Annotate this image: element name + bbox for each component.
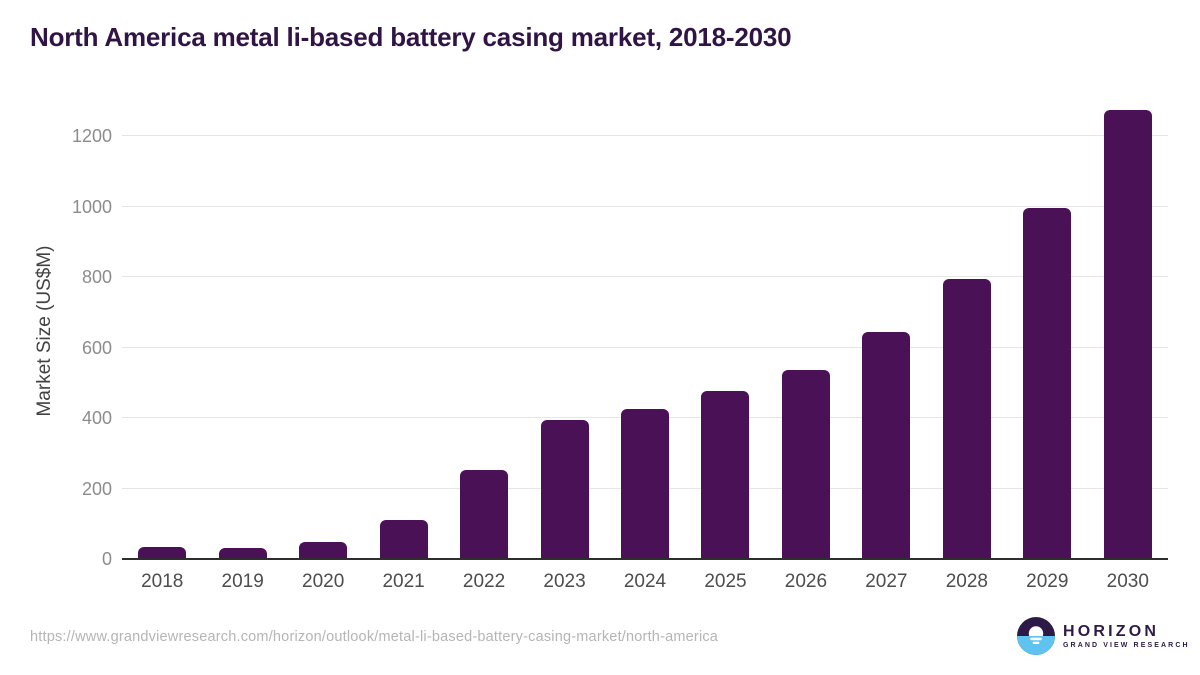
x-tick-label-2024: 2024 (623, 571, 667, 592)
x-tick-label-2023: 2023 (543, 571, 586, 592)
plot-area (122, 99, 1168, 559)
bar-2020 (299, 542, 348, 559)
bar-2023 (540, 420, 589, 559)
gridline-800 (122, 276, 1168, 277)
bar-2022 (460, 469, 509, 559)
x-tick-label-2025: 2025 (704, 571, 747, 592)
x-tick-label-2028: 2028 (945, 571, 988, 592)
horizon-logo: HORIZON GRAND VIEW RESEARCH (1017, 617, 1190, 655)
x-tick-label-2022: 2022 (462, 571, 506, 592)
bar-2028 (942, 278, 991, 559)
bar-2024 (621, 409, 669, 559)
logo-subtitle: GRAND VIEW RESEARCH (1063, 642, 1190, 649)
gridline-600 (122, 346, 1168, 348)
bar-2026 (781, 370, 830, 559)
bar-2018 (138, 547, 187, 559)
gridline-1000 (122, 205, 1168, 207)
logo-name: HORIZON (1063, 623, 1160, 640)
y-tick-label-200: 200 (81, 478, 112, 499)
bar-2025 (701, 390, 750, 559)
y-tick-label-1200: 1200 (71, 126, 112, 146)
x-tick-label-2021: 2021 (382, 571, 425, 592)
bar-2019 (218, 548, 267, 559)
x-tick-label-2026: 2026 (784, 571, 828, 592)
chart-title: North America metal li-based battery cas… (30, 22, 792, 52)
x-axis-line (122, 558, 1168, 560)
bar-2030 (1103, 110, 1152, 559)
x-tick-label-2027: 2027 (865, 571, 908, 592)
y-tick-label-1000: 1000 (71, 196, 112, 217)
x-tick-label-2029: 2029 (1026, 571, 1069, 592)
y-tick-label-600: 600 (81, 337, 112, 358)
y-tick-label-0: 0 (101, 549, 112, 569)
bar-2029 (1023, 207, 1072, 559)
x-tick-label-2030: 2030 (1106, 571, 1149, 592)
y-tick-label-800: 800 (81, 267, 112, 287)
x-tick-label-2018: 2018 (141, 571, 184, 592)
source-url: https://www.grandviewresearch.com/horizo… (30, 629, 719, 645)
sunset-horizon-icon (1017, 617, 1055, 655)
x-tick-label-2019: 2019 (221, 571, 264, 592)
gridline-1200 (122, 135, 1168, 136)
y-tick-label-400: 400 (81, 408, 112, 428)
x-tick-label-2020: 2020 (302, 571, 345, 592)
bar-2027 (862, 331, 911, 559)
logo-text: HORIZON GRAND VIEW RESEARCH (1063, 623, 1190, 649)
bar-2021 (379, 519, 428, 559)
